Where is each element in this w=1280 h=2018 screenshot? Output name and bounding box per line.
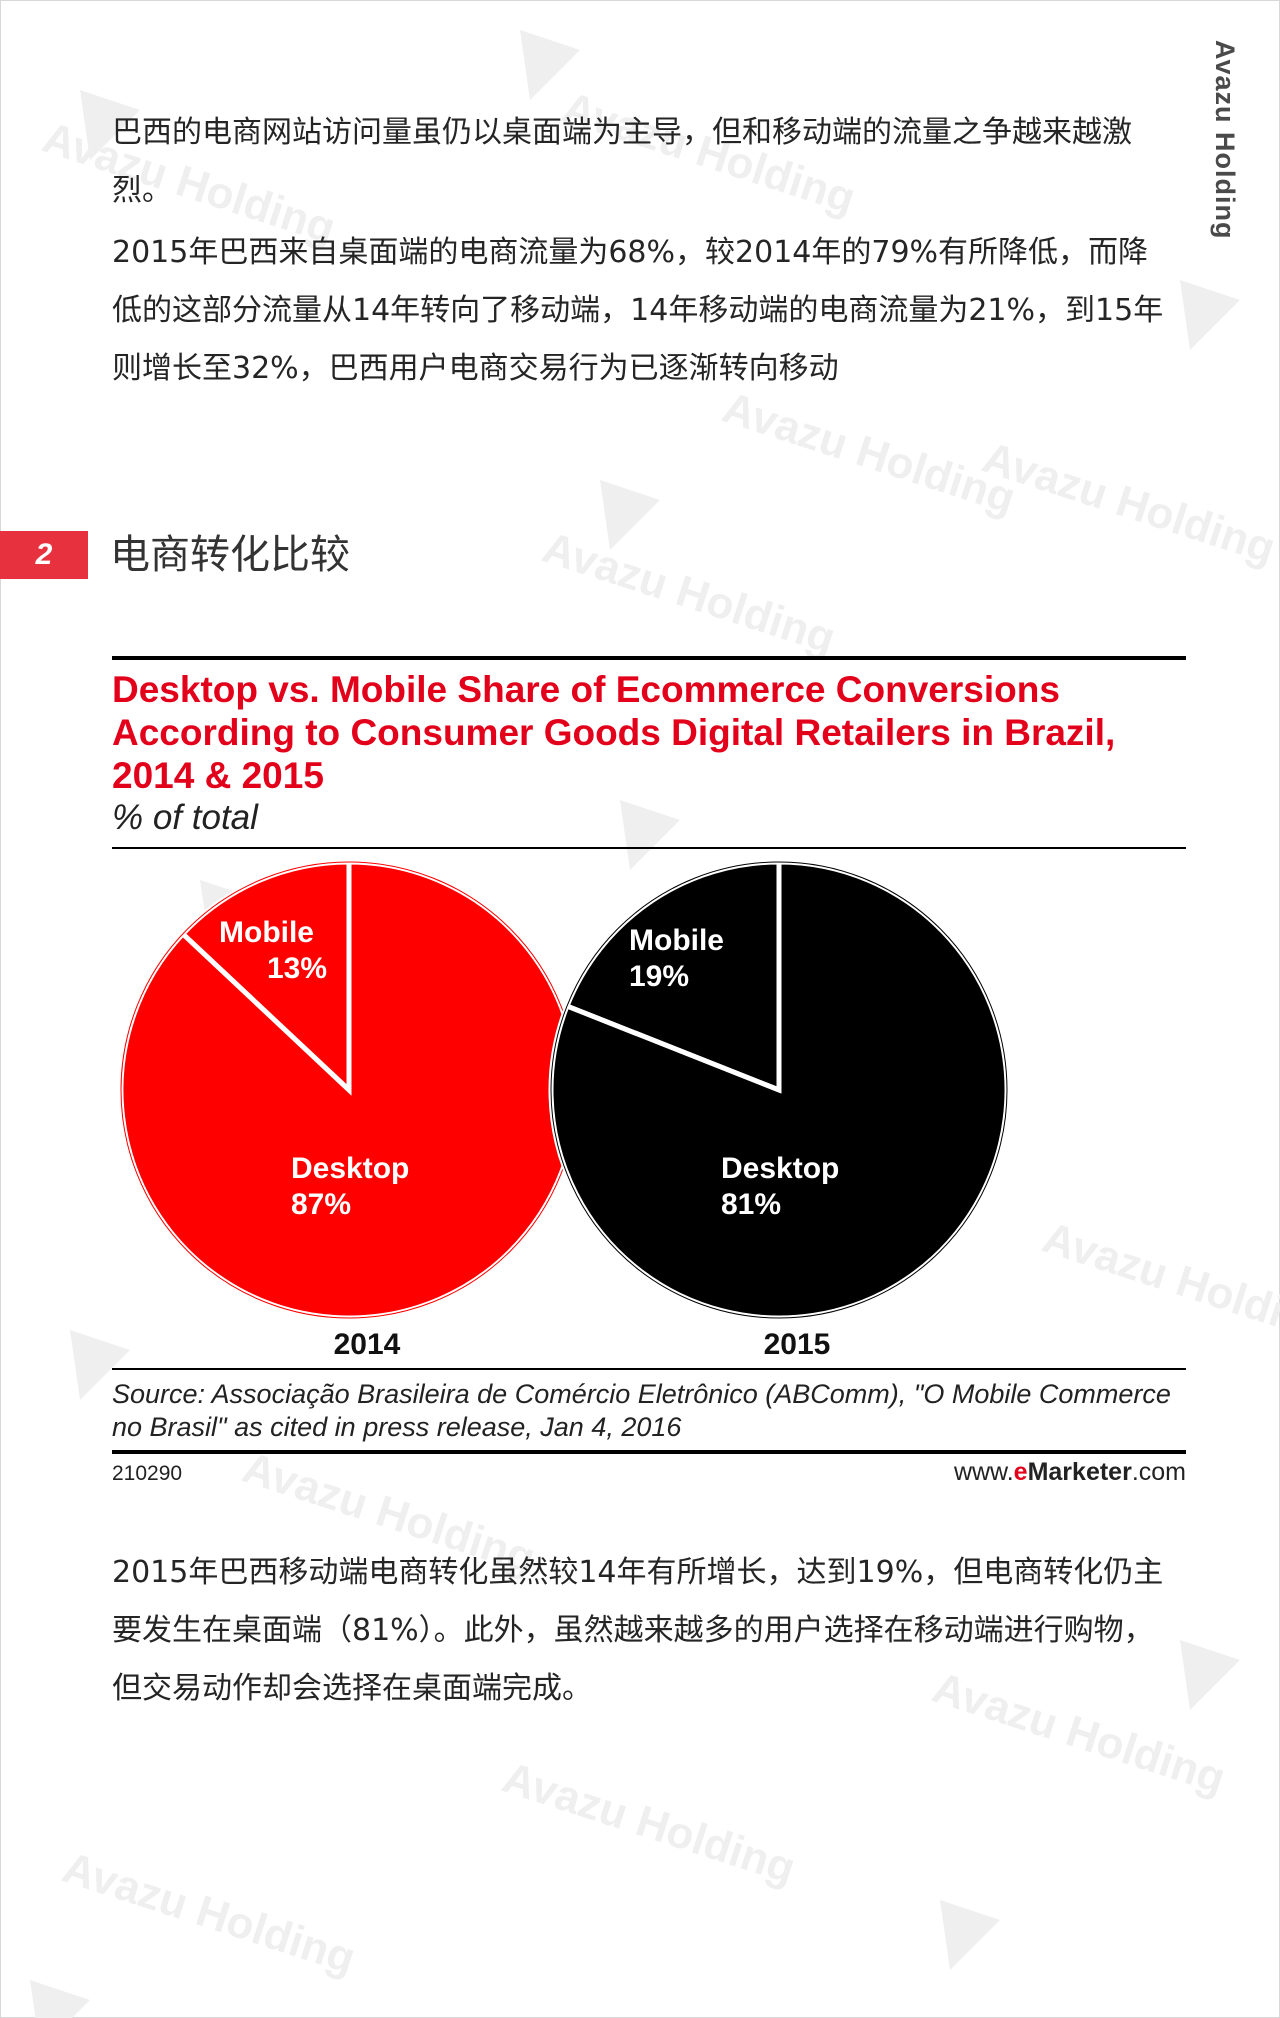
chart-bottom-rule: [112, 1450, 1186, 1454]
chart-top-rule: [112, 656, 1186, 660]
chart-source-note: Source: Associação Brasileira de Comérci…: [112, 1379, 1171, 1442]
credit-suffix: .com: [1131, 1458, 1186, 1486]
desktop-label-2015: Desktop: [721, 1152, 839, 1185]
credit-accent: e: [1013, 1458, 1028, 1486]
chart-header-rule: [112, 847, 1186, 849]
mobile-label-2014: Mobile: [219, 916, 314, 949]
chart-id: 210290: [112, 1462, 183, 1485]
mobile-value-2015: 19%: [629, 960, 689, 993]
mobile-label-2015: Mobile: [629, 924, 724, 957]
pie-year-label-2015: 2015: [764, 1328, 831, 1361]
credit-prefix: www.: [953, 1458, 1014, 1486]
intro-paragraph-2: 2015年巴西来自桌面端的电商流量为68%，较2014年的79%有所降低，而降低…: [112, 235, 1164, 386]
chart-subtitle: % of total: [112, 798, 258, 837]
desktop-value-2015: 81%: [721, 1188, 781, 1221]
emarketer-credit: www.eMarketer.com: [954, 1458, 1186, 1487]
outro-paragraph: 2015年巴西移动端电商转化虽然较14年有所增长，达到19%，但电商转化仍主要发…: [112, 1555, 1164, 1706]
mobile-value-2014: 13%: [267, 952, 327, 985]
chart-title: Desktop vs. Mobile Share of Ecommerce Co…: [112, 669, 1116, 796]
brand-vertical-label: Avazu Holding: [1210, 40, 1240, 240]
chart-container: Desktop vs. Mobile Share of Ecommerce Co…: [112, 656, 1186, 1496]
section-number-badge: 2: [0, 531, 88, 579]
section-title: 电商转化比较: [110, 532, 350, 578]
chart-source-rule: [112, 1368, 1186, 1370]
pie-year-label-2014: 2014: [334, 1328, 401, 1361]
desktop-value-2014: 87%: [291, 1188, 351, 1221]
pie-charts: Mobile13%Desktop87%2014Mobile19%Desktop8…: [118, 859, 1010, 1361]
credit-brand: Marketer: [1027, 1458, 1132, 1486]
intro-paragraph-1: 巴西的电商网站访问量虽仍以桌面端为主导，但和移动端的流量之争越来越激烈。: [112, 115, 1132, 208]
pie-outline-2015: [550, 861, 1008, 1319]
desktop-label-2014: Desktop: [291, 1152, 409, 1185]
